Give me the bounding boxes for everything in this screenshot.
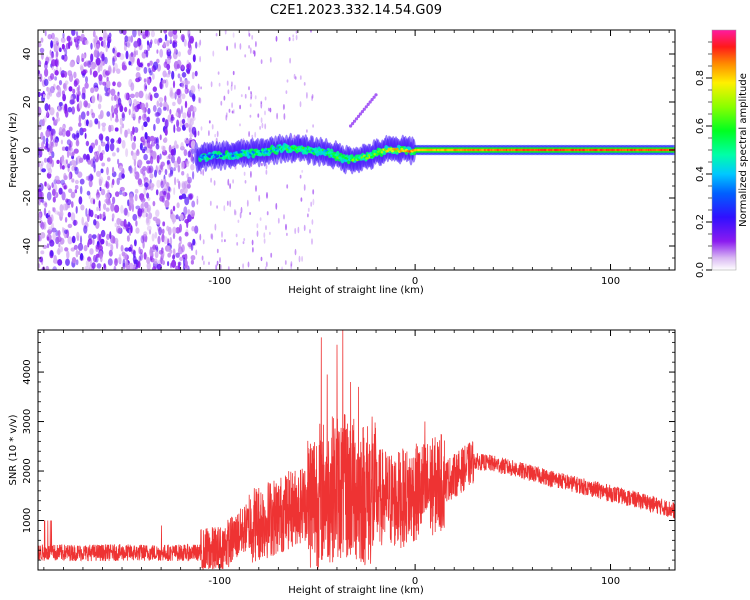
colorbar-ticks: 0.0 0.2 0.4 0.6 0.8 [695, 41, 712, 278]
spectrogram-panel: -100 0 100 -40 -20 0 20 40 Height of straight l… [8, 29, 676, 296]
spectrogram-x-axis-label: Height of straight line (km) [288, 285, 424, 296]
spectrogram-heat-layer [38, 30, 675, 270]
colorbar-tick-label: 0.4 [695, 166, 706, 182]
spectrogram-speckle [38, 30, 675, 270]
colorbar-tick-label: 0.0 [695, 262, 706, 278]
spectrogram-y-tick-label: -40 [22, 238, 33, 254]
snr-y-tick-label: 3000 [22, 409, 33, 434]
spectrogram-x-tick-label: 100 [601, 276, 620, 287]
snr-y-tick-label: 4000 [22, 359, 33, 384]
colorbar-gradient [711, 29, 737, 271]
colorbar-label: Normalized spectral amplitude [738, 73, 749, 227]
figure-title: C2E1.2023.332.14.54.G09 [270, 3, 442, 18]
colorbar: 0.0 0.2 0.4 0.6 0.8 Normalized spectral ampl… [695, 29, 749, 278]
snr-x-tick-label: 100 [601, 576, 620, 587]
snr-ticks: -100 0 100 1000 2000 3000 4000 [22, 330, 675, 587]
spectrogram-x-tick-label: -100 [208, 276, 231, 287]
colorbar-tick-label: 0.6 [695, 118, 706, 134]
spectrogram-y-axis-label: Frequency (Hz) [8, 112, 19, 188]
spectrogram-y-tick-label: -20 [22, 190, 33, 206]
spectrogram-y-tick-label: 20 [22, 96, 33, 109]
snr-y-axis-label: SNR (10 * v/v) [8, 414, 19, 485]
spectrogram-x-tick-label: 0 [412, 276, 418, 287]
colorbar-tick-label: 0.2 [695, 214, 706, 230]
spectrogram-y-tick-label: 40 [22, 48, 33, 61]
snr-series-line [38, 330, 675, 570]
spectrogram-ticks: -100 0 100 -40 -20 0 20 40 [22, 29, 675, 287]
snr-y-tick-label: 1000 [22, 508, 33, 533]
snr-x-axis-label: Height of straight line (km) [288, 585, 424, 596]
snr-y-tick-label: 2000 [22, 458, 33, 483]
snr-x-tick-label: -100 [208, 576, 231, 587]
snr-x-tick-label: 0 [412, 576, 418, 587]
snr-panel: -100 0 100 1000 2000 3000 4000 Height of strai… [8, 329, 676, 596]
colorbar-tick-label: 0.8 [695, 70, 706, 86]
spectrogram-y-tick-label: 0 [22, 147, 33, 153]
